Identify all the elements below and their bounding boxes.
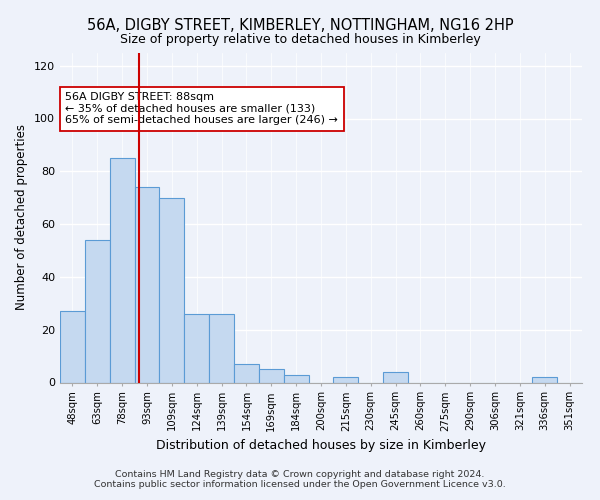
Text: 56A DIGBY STREET: 88sqm
← 35% of detached houses are smaller (133)
65% of semi-d: 56A DIGBY STREET: 88sqm ← 35% of detache… bbox=[65, 92, 338, 126]
Bar bbox=[334, 377, 358, 382]
Bar bbox=[134, 187, 160, 382]
Bar bbox=[110, 158, 134, 382]
Bar bbox=[383, 372, 408, 382]
Text: Contains HM Land Registry data © Crown copyright and database right 2024.
Contai: Contains HM Land Registry data © Crown c… bbox=[94, 470, 506, 489]
X-axis label: Distribution of detached houses by size in Kimberley: Distribution of detached houses by size … bbox=[156, 439, 486, 452]
Bar bbox=[160, 198, 184, 382]
Bar bbox=[532, 377, 557, 382]
Text: 56A, DIGBY STREET, KIMBERLEY, NOTTINGHAM, NG16 2HP: 56A, DIGBY STREET, KIMBERLEY, NOTTINGHAM… bbox=[86, 18, 514, 32]
Bar bbox=[234, 364, 259, 382]
Bar bbox=[60, 311, 85, 382]
Bar bbox=[259, 370, 284, 382]
Bar bbox=[184, 314, 209, 382]
Bar bbox=[284, 374, 308, 382]
Bar bbox=[209, 314, 234, 382]
Y-axis label: Number of detached properties: Number of detached properties bbox=[16, 124, 28, 310]
Text: Size of property relative to detached houses in Kimberley: Size of property relative to detached ho… bbox=[119, 32, 481, 46]
Bar bbox=[85, 240, 110, 382]
